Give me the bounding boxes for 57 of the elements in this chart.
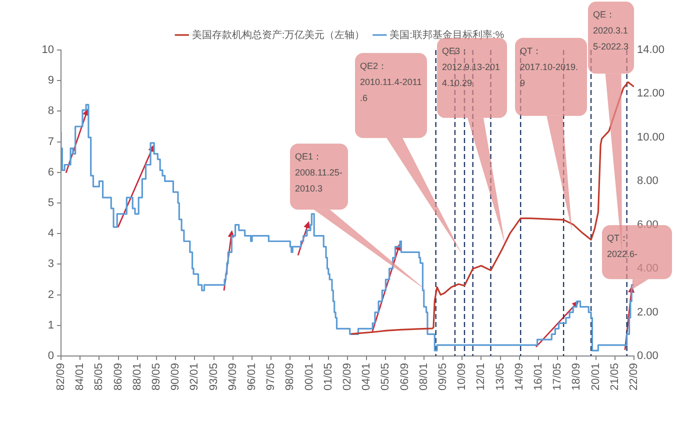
y2-tick-label: 6.00 (637, 218, 658, 231)
y-tick-label: 1 (48, 319, 54, 332)
x-tick-label: 88/01 (131, 363, 144, 391)
x-tick-label: 82/09 (55, 363, 68, 391)
annotation: QT：2017.10-2019.9 (520, 46, 578, 88)
x-tick-label: 04/01 (360, 363, 373, 391)
x-tick-label: 92/01 (188, 363, 201, 391)
annotation: QT：2022.6- (607, 233, 638, 260)
x-tick-label: 97/05 (265, 363, 278, 391)
y2-tick-label: 14.00 (637, 44, 665, 56)
x-tick-label: 14/09 (513, 363, 526, 391)
y2-tick-label: 8.00 (637, 175, 658, 188)
x-tick-label: 20/01 (590, 363, 602, 391)
annotation: QE3：2012.9.13-2014.10.29 (442, 46, 500, 88)
y-tick-label: 4 (48, 228, 54, 240)
y2-tick-label: 10.00 (637, 131, 665, 144)
x-tick-label: 84/01 (74, 363, 86, 391)
x-tick-label: 01/05 (322, 363, 334, 391)
y-tick-label: 9 (48, 74, 54, 87)
y-tick-label: 10 (42, 44, 54, 56)
y2-tick-label: 2.00 (637, 306, 658, 318)
x-tick-label: 12/01 (475, 363, 488, 391)
y-tick-label: 2 (48, 288, 54, 301)
y-tick-label: 8 (48, 105, 54, 118)
legend-label: 美国:联邦基金目标利率:% (390, 28, 504, 41)
x-tick-label: 98/09 (284, 363, 296, 391)
legend-label: 美国存款机构总资产:万亿美元（左轴） (192, 28, 365, 41)
x-tick-label: 90/09 (170, 363, 182, 391)
x-tick-label: 89/05 (150, 363, 163, 391)
x-tick-label: 06/09 (398, 363, 411, 391)
x-tick-label: 09/05 (437, 363, 450, 391)
y-tick-label: 7 (48, 136, 54, 148)
x-tick-label: 17/05 (552, 363, 564, 391)
y2-tick-label: 0.00 (637, 350, 658, 362)
annotation: QE：2020.3.15-2022.3 (593, 10, 629, 52)
x-tick-label: 86/09 (112, 363, 124, 391)
x-tick-label: 85/05 (93, 363, 106, 391)
x-tick-label: 16/01 (532, 363, 545, 391)
x-tick-label: 00/01 (303, 363, 316, 391)
x-tick-label: 08/01 (418, 363, 430, 391)
annotation: QE1：2008.11.25-2010.3 (295, 152, 342, 194)
x-tick-label: 18/09 (570, 363, 583, 391)
x-tick-label: 93/05 (208, 363, 220, 391)
annotation: QE2：2010.11.4-2011.6 (360, 61, 422, 104)
y-tick-label: 0 (48, 350, 54, 362)
x-tick-label: 94/09 (226, 363, 239, 391)
x-tick-label: 02/09 (342, 363, 354, 391)
y-tick-label: 3 (48, 258, 54, 270)
x-tick-label: 10/09 (456, 363, 468, 391)
y2-tick-label: 12.00 (637, 88, 665, 100)
x-tick-label: 05/05 (380, 363, 392, 391)
x-tick-label: 13/05 (494, 363, 506, 391)
x-tick-label: 22/09 (628, 363, 640, 391)
x-tick-label: 21/05 (608, 363, 621, 391)
y-tick-label: 6 (48, 166, 54, 178)
y-tick-label: 5 (48, 197, 54, 210)
x-tick-label: 96/01 (246, 363, 258, 391)
